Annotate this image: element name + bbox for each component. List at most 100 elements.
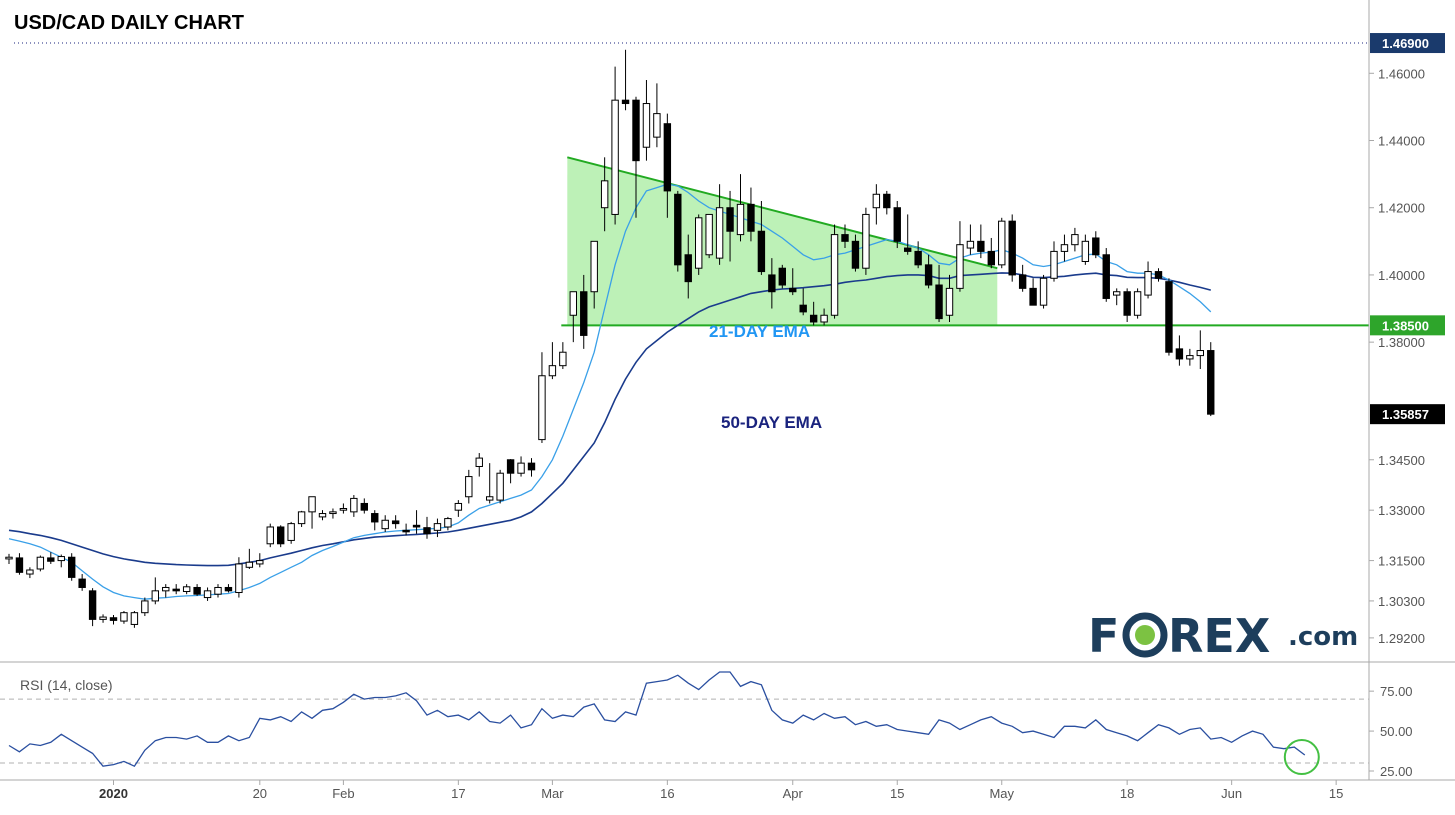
candle (642, 80, 651, 161)
candle-body-up (475, 457, 483, 467)
candle (695, 214, 703, 275)
rsi-pane: RSI (14, close) 75.00 50.00 25.00 (0, 671, 1413, 779)
time-tick-label: Mar (541, 786, 564, 801)
candle-body-up (1050, 250, 1058, 279)
candle-body-up (444, 518, 452, 528)
candle-body-down (224, 586, 233, 592)
rsi-line (8, 671, 1306, 768)
support-price-tag-label: 1.38500 (1382, 318, 1429, 333)
candle-body-up (141, 600, 149, 614)
candle (1018, 264, 1027, 292)
candle-body-down (109, 617, 118, 621)
candle (1144, 261, 1152, 299)
candle-body-up (162, 586, 170, 592)
candle-body-down (1175, 348, 1184, 360)
candle (653, 83, 661, 148)
candle-body-down (924, 264, 933, 286)
candle (151, 577, 160, 605)
candle (1207, 342, 1215, 417)
candle-body-down (632, 99, 640, 162)
candle-body-down (977, 240, 985, 252)
candle (465, 469, 473, 504)
candle (47, 552, 55, 564)
candle (214, 584, 222, 598)
candle-body-down (88, 590, 97, 620)
forex-logo-f: F (1088, 609, 1119, 663)
forex-logo-rex: REX (1168, 609, 1270, 663)
candle-body-up (611, 99, 619, 215)
candle-body-down (799, 304, 807, 313)
candle-body-down (621, 99, 630, 105)
candle-body-up (1186, 355, 1194, 360)
candle (977, 224, 985, 259)
price-tick-label: 1.44000 (1378, 134, 1425, 149)
candle-body-down (580, 291, 588, 336)
ema21-annotation: 21-DAY EMA (709, 322, 810, 341)
candle (966, 224, 975, 255)
candle-body-down (15, 557, 24, 573)
candle-body-down (402, 529, 410, 533)
candle-body-up (454, 502, 463, 511)
candle (778, 264, 786, 289)
candle (391, 515, 400, 529)
candle (1071, 227, 1079, 252)
candle-body-up (569, 291, 577, 316)
candle-body-up (830, 234, 839, 316)
high-price-tag-box (1370, 33, 1445, 54)
candle-body-up (329, 511, 337, 515)
rsi-highlight-circle (1283, 739, 1320, 776)
candle (444, 516, 452, 531)
time-tick-label: 17 (451, 786, 465, 801)
price-tick-label: 1.42000 (1378, 201, 1425, 216)
candle-body-up (590, 240, 598, 293)
price-axis: 1.46000 1.44000 1.42000 1.40000 1.38000 1.345… (1369, 66, 1425, 646)
candle (256, 553, 264, 568)
time-tick-label: 16 (660, 786, 674, 801)
price-tick-label: 1.31500 (1378, 554, 1425, 569)
candle-body-down (684, 254, 692, 283)
candle (162, 584, 170, 598)
candle-body-up (966, 240, 975, 249)
candle (172, 584, 180, 595)
candle-body-down (47, 557, 55, 562)
candle (78, 574, 86, 591)
candle (1102, 248, 1110, 302)
candle (1081, 234, 1090, 265)
candle (872, 184, 881, 225)
price-tick-label: 1.38000 (1378, 335, 1425, 350)
candle (339, 503, 348, 514)
candle (329, 508, 337, 519)
ema50-annotation: 50-DAY EMA (721, 413, 822, 432)
candle-body-up (653, 113, 661, 138)
last-price-tag-label: 1.35857 (1382, 407, 1429, 422)
candle-body-down (1123, 291, 1131, 316)
price-tick-label: 1.34500 (1378, 453, 1425, 468)
candle (945, 274, 954, 322)
candle (506, 459, 515, 484)
candle-body-down (193, 586, 201, 595)
candle (486, 463, 494, 504)
candle (203, 587, 212, 601)
candle (360, 498, 369, 514)
candle (1165, 278, 1173, 356)
candle (193, 584, 201, 596)
candle (1113, 288, 1121, 306)
candle (287, 521, 295, 544)
candle-body-down (506, 459, 515, 474)
candle-body-down (757, 230, 766, 273)
candle (935, 264, 943, 322)
candle-body-down (277, 526, 285, 545)
candle (402, 523, 410, 536)
candle (318, 510, 327, 521)
candle-body-up (600, 180, 609, 209)
candle-body-down (371, 513, 379, 523)
candle-body-up (214, 586, 222, 595)
candle-body-down (1018, 274, 1027, 289)
candle (517, 456, 525, 477)
candle (893, 200, 901, 249)
candle-body-up (486, 496, 494, 501)
time-tick-label: Feb (332, 786, 354, 801)
time-tick-label: Apr (783, 786, 804, 801)
candle (757, 200, 766, 275)
